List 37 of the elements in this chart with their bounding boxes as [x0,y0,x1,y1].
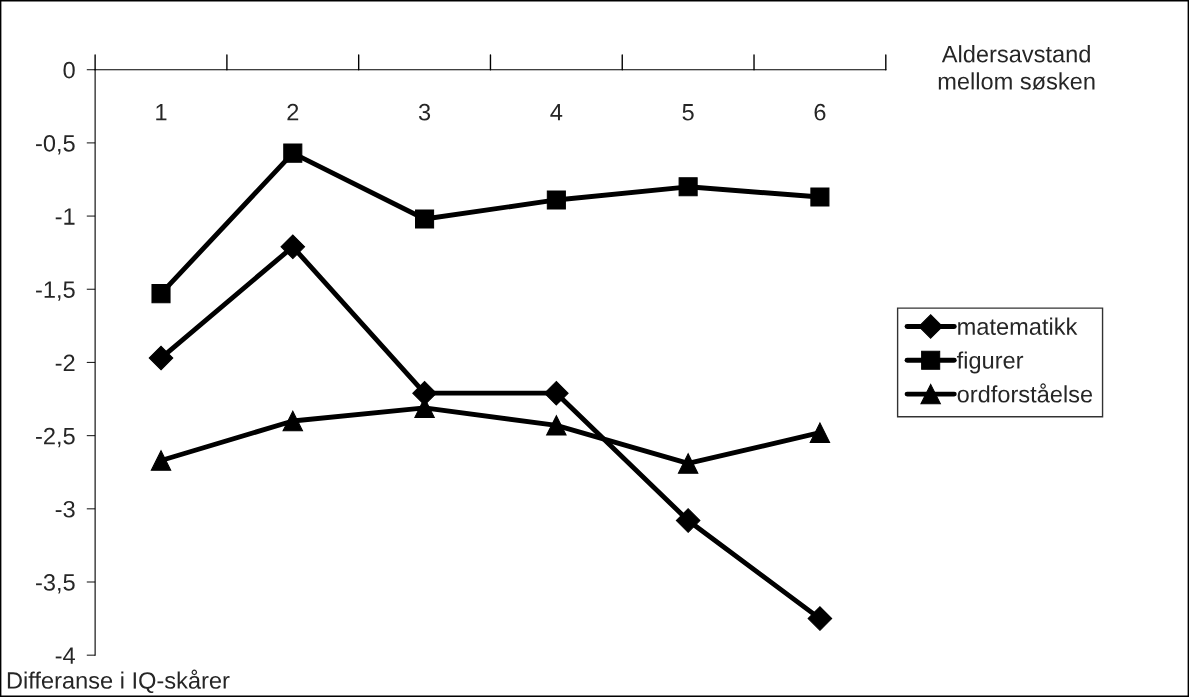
point [148,345,174,371]
point [546,190,566,210]
x-tick-label: 3 [418,103,431,121]
point [678,177,698,197]
point [544,380,569,406]
point [283,143,303,163]
point [282,410,304,432]
y-tick-label: 0 [63,61,75,79]
point [809,422,831,443]
y-tick-label: -3,5 [36,574,75,594]
point [810,187,830,207]
point [280,234,306,260]
point [415,209,435,229]
x-axis-title: Aldersavstand mellom søsken [938,45,1095,90]
point [675,508,701,533]
y-tick-label: -2,5 [36,427,75,448]
x-tick-label: 2 [287,103,299,121]
legend-label: figurer [956,351,1024,374]
y-tick-label: -1 [55,208,75,225]
x-tick-label: 6 [814,103,826,121]
x-tick-label: 1 [156,104,167,121]
point [150,450,172,471]
y-tick-label: -3 [55,500,75,518]
y-tick-label: -2 [55,354,75,371]
legend-label: ordforståelse [957,383,1093,403]
point [546,415,567,436]
legend-label: matematikk [958,317,1078,335]
y-tick-label: -1,5 [36,281,75,301]
y-tick-label: -0,5 [36,134,75,155]
x-tick-label: 5 [682,104,694,121]
y-axis-title: Differanse i IQ-skårer [7,669,230,694]
point [412,380,437,406]
x-tick-label: 4 [550,104,563,121]
point [807,606,833,631]
point [677,453,699,474]
y-tick-label: -4 [55,647,75,664]
point [151,284,171,304]
